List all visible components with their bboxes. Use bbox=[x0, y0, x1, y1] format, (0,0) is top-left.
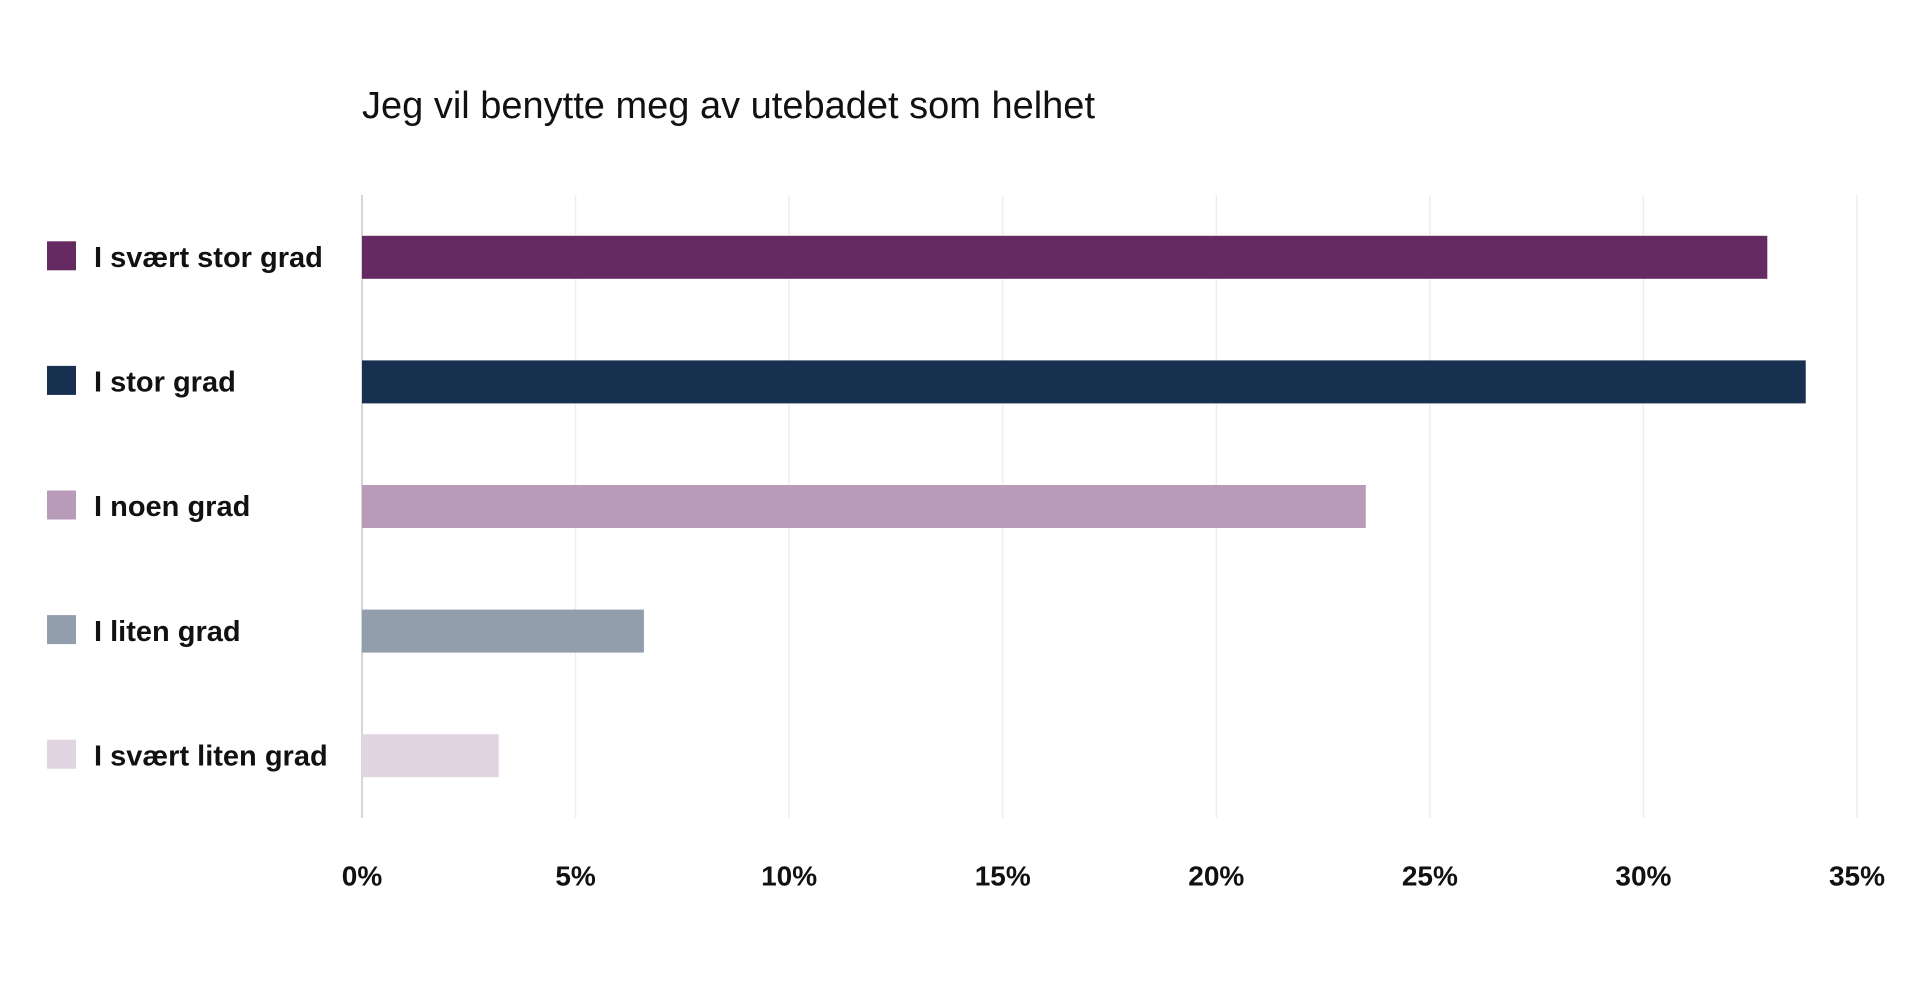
bar bbox=[362, 485, 1366, 528]
legend-label: I svært liten grad bbox=[94, 740, 328, 772]
legend-swatch bbox=[47, 365, 76, 395]
x-tick-label: 20% bbox=[1188, 860, 1244, 891]
legend-label: I stor grad bbox=[94, 367, 236, 399]
legend-swatch bbox=[47, 739, 76, 769]
bar bbox=[362, 734, 499, 778]
chart-title: Jeg vil benytte meg av utebadet som helh… bbox=[362, 85, 1095, 127]
legend-swatch bbox=[47, 490, 76, 520]
x-tick-label: 10% bbox=[761, 860, 817, 891]
legend-label: I svært stor grad bbox=[94, 242, 323, 274]
x-tick-label: 0% bbox=[342, 860, 383, 891]
bar bbox=[362, 235, 1768, 279]
x-tick-label: 35% bbox=[1829, 860, 1885, 891]
legend-swatch bbox=[47, 241, 76, 271]
x-tick-label: 25% bbox=[1402, 860, 1458, 891]
legend-label: I noen grad bbox=[94, 491, 250, 523]
bar bbox=[362, 360, 1806, 404]
bar bbox=[362, 609, 644, 653]
legend-label: I liten grad bbox=[94, 616, 241, 648]
x-tick-label: 30% bbox=[1615, 860, 1671, 891]
x-tick-label: 15% bbox=[975, 860, 1031, 891]
x-tick-label: 5% bbox=[555, 860, 596, 891]
legend-swatch bbox=[47, 615, 76, 645]
